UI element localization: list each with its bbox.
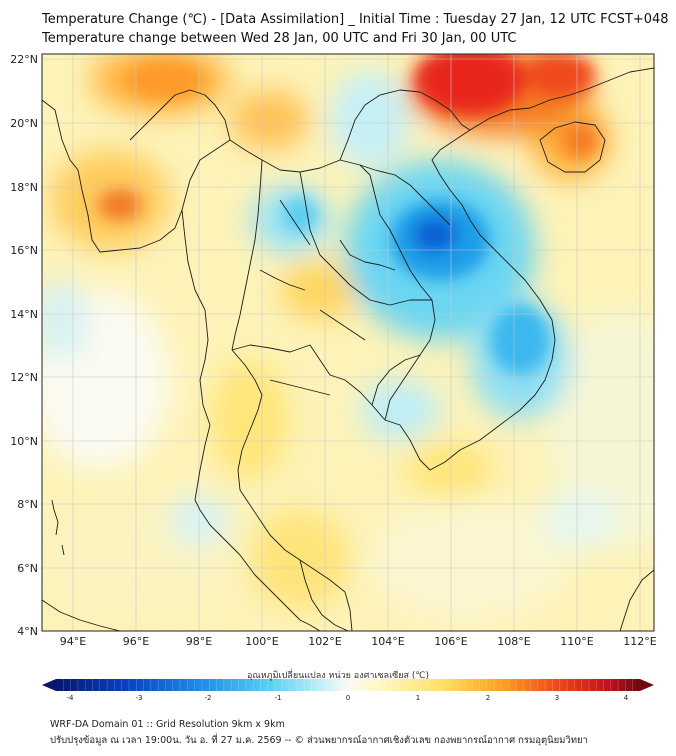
- lat-label: 4°N: [17, 625, 38, 638]
- temperature-field: [42, 54, 654, 631]
- colorbar-tick: -3: [136, 694, 143, 702]
- footer-model-info: WRF-DA Domain 01 :: Grid Resolution 9km …: [50, 719, 285, 730]
- footer-update-info: ปรับปรุงข้อมูล ณ เวลา 19:00น. วัน อ. ที่…: [50, 735, 588, 746]
- colorbar-tick: -4: [67, 694, 75, 702]
- lat-label: 10°N: [10, 435, 38, 448]
- colorbar-tick: 0: [346, 694, 350, 702]
- colorbar-tick: -1: [275, 694, 282, 702]
- colorbar-max-arrow: [640, 679, 654, 691]
- longitude-labels: 94°E 96°E 98°E 100°E 102°E 104°E 106°E 1…: [60, 635, 657, 648]
- lat-label: 14°N: [10, 308, 38, 321]
- lon-label: 110°E: [560, 635, 593, 648]
- lon-label: 108°E: [497, 635, 530, 648]
- lon-label: 98°E: [186, 635, 212, 648]
- lon-label: 96°E: [123, 635, 149, 648]
- lat-label: 18°N: [10, 181, 38, 194]
- lon-label: 106°E: [434, 635, 467, 648]
- lat-label: 6°N: [17, 562, 38, 575]
- lat-label: 16°N: [10, 244, 38, 257]
- colorbar-stripes: [63, 679, 633, 691]
- lat-label: 12°N: [10, 371, 38, 384]
- colorbar-tick: 2: [486, 694, 490, 702]
- lon-label: 102°E: [308, 635, 341, 648]
- map-frame: [41, 53, 655, 632]
- gridlines: [42, 54, 654, 631]
- colorbar-tick: 3: [555, 694, 559, 702]
- coastlines-and-borders: [42, 67, 654, 631]
- lon-label: 94°E: [60, 635, 86, 648]
- colorbar-tick: -2: [205, 694, 212, 702]
- colorbar-gradient: [56, 679, 640, 691]
- lat-label: 22°N: [10, 53, 38, 66]
- map-subtitle: Temperature change between Wed 28 Jan, 0…: [42, 31, 517, 46]
- colorbar-tick: 1: [416, 694, 420, 702]
- lon-label: 104°E: [371, 635, 404, 648]
- colorbar-title: อุณหภูมิเปลี่ยนแปลง หน่วย องศาเซลเซียส (…: [246, 671, 430, 681]
- map-title: Temperature Change (℃) - [Data Assimilat…: [42, 12, 669, 27]
- lat-label: 20°N: [10, 117, 38, 130]
- lat-label: 8°N: [17, 498, 38, 511]
- colorbar-tick: 4: [624, 694, 629, 702]
- lon-label: 100°E: [245, 635, 278, 648]
- lon-label: 112°E: [623, 635, 656, 648]
- colorbar-min-arrow: [42, 679, 56, 691]
- latitude-labels: 22°N 20°N 18°N 16°N 14°N 12°N 10°N 8°N 6…: [10, 53, 38, 638]
- colorbar: -4 -3 -2 -1 0 1 2 3 4: [42, 679, 654, 702]
